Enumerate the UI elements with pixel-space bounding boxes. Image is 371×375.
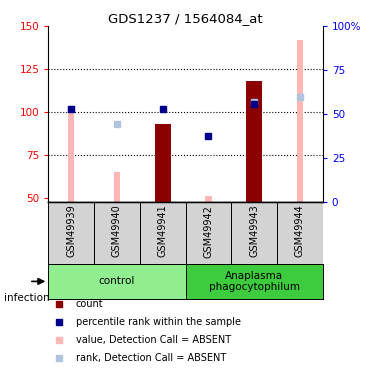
Text: control: control	[99, 276, 135, 286]
Text: count: count	[76, 299, 103, 309]
Bar	[48, 264, 186, 298]
Text: value, Detection Call = ABSENT: value, Detection Call = ABSENT	[76, 335, 231, 345]
Bar	[94, 202, 140, 264]
Bar	[186, 202, 231, 264]
Bar	[186, 264, 323, 298]
Text: infection: infection	[4, 293, 49, 303]
Text: GSM49942: GSM49942	[203, 205, 213, 258]
Text: Anaplasma
phagocytophilum: Anaplasma phagocytophilum	[209, 271, 300, 292]
Bar	[48, 202, 94, 264]
Bar	[68, 109, 74, 202]
Bar	[246, 81, 262, 202]
Bar	[140, 202, 186, 264]
Title: GDS1237 / 1564084_at: GDS1237 / 1564084_at	[108, 12, 263, 25]
Text: GSM49941: GSM49941	[158, 205, 168, 258]
Text: GSM49943: GSM49943	[249, 205, 259, 258]
Bar	[297, 40, 303, 202]
Text: GSM49940: GSM49940	[112, 205, 122, 258]
Bar	[114, 172, 120, 202]
Bar	[231, 202, 277, 264]
Text: GSM49939: GSM49939	[66, 205, 76, 258]
Text: GSM49944: GSM49944	[295, 205, 305, 258]
Bar	[277, 202, 323, 264]
Bar	[205, 196, 211, 202]
Text: percentile rank within the sample: percentile rank within the sample	[76, 317, 241, 327]
Bar	[155, 124, 171, 202]
Text: rank, Detection Call = ABSENT: rank, Detection Call = ABSENT	[76, 353, 226, 363]
